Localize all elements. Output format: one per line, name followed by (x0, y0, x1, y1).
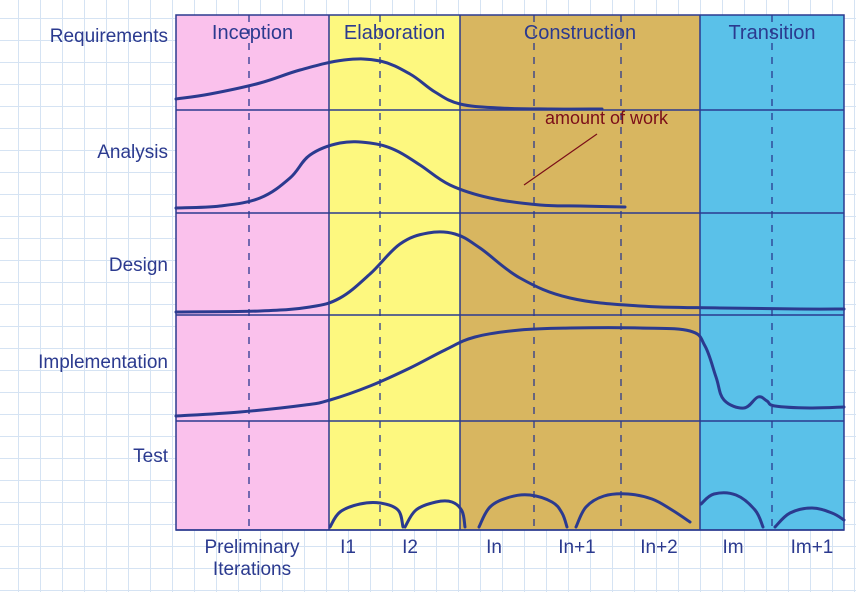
iteration-label: In+2 (640, 537, 678, 558)
discipline-label-design: Design (109, 255, 168, 276)
phase-label-construction: Construction (524, 22, 636, 44)
annotation-amount-of-work: amount of work (545, 108, 669, 128)
phase-bg-construction (460, 15, 700, 530)
phase-label-transition: Transition (728, 22, 815, 44)
discipline-label-test: Test (133, 446, 169, 467)
rup-diagram: Requirements Analysis Design Implementation… (0, 0, 856, 592)
iteration-label: In (486, 537, 502, 558)
discipline-label-analysis: Analysis (97, 142, 168, 163)
iteration-label: Preliminary (204, 537, 300, 558)
iteration-label: I2 (402, 537, 418, 558)
iteration-label: Iterations (213, 559, 291, 580)
iteration-label: I1 (340, 537, 356, 558)
iteration-label: Im (722, 537, 743, 558)
phase-label-inception: Inception (212, 22, 293, 44)
iteration-label: Im+1 (791, 537, 834, 558)
phase-bg-elaboration (329, 15, 460, 530)
discipline-label-implementation: Implementation (38, 352, 168, 373)
iteration-label: In+1 (558, 537, 596, 558)
phase-label-elaboration: Elaboration (344, 22, 445, 44)
phase-bg-inception (176, 15, 329, 530)
discipline-label-requirements: Requirements (50, 26, 168, 47)
